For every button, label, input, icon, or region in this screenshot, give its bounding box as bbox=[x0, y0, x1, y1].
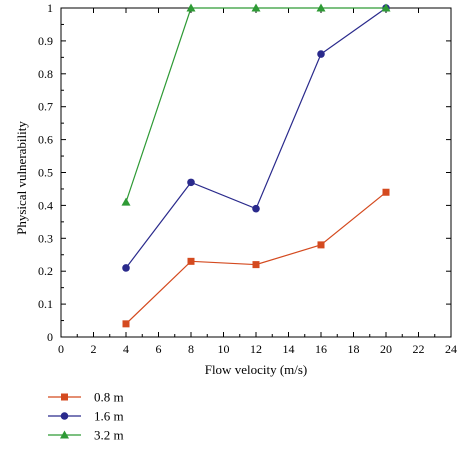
x-tick-label: 20 bbox=[380, 342, 392, 356]
x-tick-label: 14 bbox=[283, 342, 295, 356]
data-point bbox=[317, 50, 325, 58]
x-tick-label: 4 bbox=[123, 342, 129, 356]
data-point bbox=[251, 3, 261, 12]
y-tick-label: 0 bbox=[47, 330, 53, 344]
data-point bbox=[316, 3, 326, 12]
series-line bbox=[125, 7, 386, 203]
data-point bbox=[252, 261, 260, 269]
data-point bbox=[122, 264, 130, 272]
y-tick-label: 0.4 bbox=[38, 198, 53, 212]
x-tick-label: 18 bbox=[348, 342, 360, 356]
x-axis: 0 2 4 6 8 10 12 14 16 18 20 22 24 bbox=[58, 8, 457, 356]
data-point bbox=[121, 197, 131, 206]
legend-label: 1.6 m bbox=[94, 409, 124, 424]
data-point bbox=[382, 188, 390, 196]
legend-item: 3.2 m bbox=[48, 428, 124, 443]
x-tick-label: 6 bbox=[156, 342, 162, 356]
y-tick-label: 0.5 bbox=[38, 166, 53, 180]
y-axis: 0 0.1 0.2 0.3 0.4 0.5 0.6 0.7 0.8 0.9 1 bbox=[38, 1, 451, 344]
legend-marker bbox=[60, 430, 69, 439]
y-tick-label: 0.6 bbox=[38, 133, 53, 147]
y-axis-label: Physical vulnerability bbox=[14, 121, 29, 235]
x-tick-label: 12 bbox=[250, 342, 262, 356]
series-layer bbox=[121, 3, 391, 328]
x-tick-label: 10 bbox=[218, 342, 230, 356]
x-axis-label: Flow velocity (m/s) bbox=[205, 362, 308, 377]
data-point bbox=[186, 3, 196, 12]
x-tick-label: 8 bbox=[188, 342, 194, 356]
series-3-2-m bbox=[121, 3, 391, 206]
x-tick-label: 2 bbox=[91, 342, 97, 356]
data-point bbox=[252, 204, 260, 213]
x-tick-label: 16 bbox=[315, 342, 327, 356]
legend-item: 0.8 m bbox=[48, 390, 124, 405]
data-point bbox=[187, 257, 195, 265]
plot-frame bbox=[60, 7, 452, 338]
y-tick-label: 0.8 bbox=[38, 67, 53, 81]
y-tick-label: 0.3 bbox=[38, 231, 53, 245]
legend-item: 1.6 m bbox=[48, 409, 124, 424]
y-tick-label: 0.7 bbox=[38, 100, 53, 114]
y-tick-label: 1 bbox=[47, 1, 53, 15]
x-tick-label: 24 bbox=[445, 342, 457, 356]
y-tick-label: 0.9 bbox=[38, 34, 53, 48]
legend-label: 3.2 m bbox=[94, 428, 124, 443]
legend-marker bbox=[60, 412, 69, 420]
series-1-6-m bbox=[122, 4, 390, 272]
series-line bbox=[125, 7, 387, 269]
x-tick-label: 0 bbox=[58, 342, 64, 356]
series-0-8-m bbox=[122, 188, 390, 328]
data-point bbox=[187, 178, 195, 187]
y-tick-label: 0.1 bbox=[38, 297, 53, 311]
x-tick-label: 22 bbox=[413, 342, 425, 356]
data-point bbox=[317, 241, 325, 249]
data-point bbox=[122, 320, 130, 328]
y-tick-label: 0.2 bbox=[38, 264, 53, 278]
data-point bbox=[381, 3, 391, 12]
legend-marker bbox=[61, 393, 68, 401]
legend-label: 0.8 m bbox=[94, 390, 124, 405]
plot-border bbox=[60, 7, 452, 338]
legend: 0.8 m 1.6 m 3.2 m bbox=[48, 390, 124, 443]
